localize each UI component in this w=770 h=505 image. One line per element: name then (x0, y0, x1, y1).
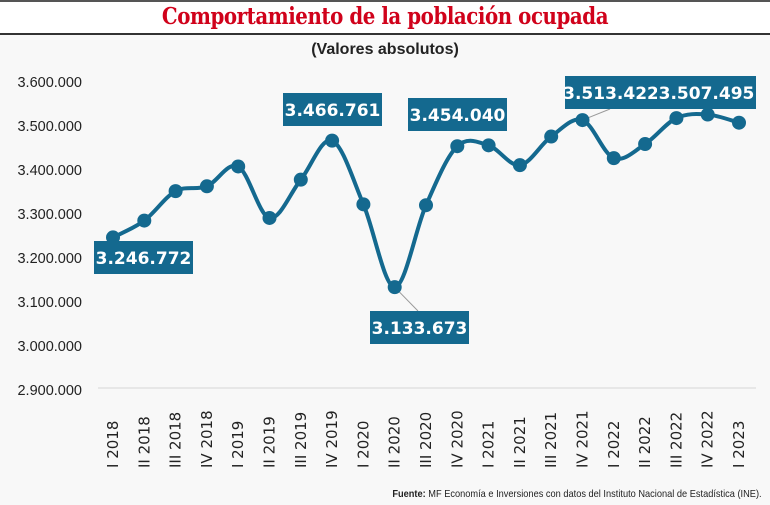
annotation-box (565, 76, 657, 109)
x-tick-label: IV 2022 (699, 410, 717, 468)
source-note: Fuente: MF Economía e Inversiones con da… (393, 488, 762, 500)
y-tick-label: 2.900.000 (17, 383, 82, 399)
data-point-iii-2022 (669, 111, 684, 126)
annotation-box (283, 93, 382, 126)
data-annotations: 3.246.772 3.466.761 3.133.673 3.454.040 3.51… (94, 76, 756, 344)
annotation-box (94, 241, 193, 274)
x-tick-label: IV 2019 (323, 410, 341, 468)
data-point-i-2020 (356, 197, 371, 212)
annotation-text: 3.507.495 (659, 84, 755, 104)
source-label: Fuente: (392, 488, 427, 500)
data-point-iv-2022 (700, 107, 715, 122)
chart-subtitle: (Valores absolutos) (311, 41, 459, 58)
x-tick-label: I 2019 (229, 421, 247, 468)
data-point-iv-2018 (199, 179, 214, 194)
x-tick-label: I 2020 (354, 421, 372, 468)
data-point-i-2022 (606, 151, 621, 166)
annotation-3246772: 3.246.772 (94, 241, 193, 274)
data-point-iv-2021 (575, 113, 590, 128)
data-point-i-2019 (231, 159, 246, 174)
annotation-text: 3.246.772 (96, 249, 192, 269)
data-point-i-2018 (106, 230, 120, 245)
x-tick-label: III 2019 (292, 412, 310, 468)
annotation-box (370, 311, 469, 344)
x-tick-label: I 2018 (104, 421, 122, 468)
x-tick-label: III 2021 (542, 412, 560, 468)
data-point-iii-2021 (544, 129, 559, 144)
x-tick-label: III 2022 (667, 412, 685, 468)
data-point-iii-2019 (293, 172, 308, 187)
annotation-box (408, 98, 507, 131)
data-point-i-2023 (732, 115, 746, 130)
x-tick-label: III 2018 (167, 412, 185, 468)
annotation-3133673: 3.133.673 (370, 311, 469, 344)
data-point-ii-2021 (512, 158, 527, 173)
x-tick-label: II 2022 (636, 416, 654, 468)
y-tick-label: 3.000.000 (17, 339, 82, 355)
y-tick-label: 3.300.000 (17, 207, 82, 223)
data-point-ii-2019 (262, 210, 277, 225)
x-tick-label: IV 2018 (198, 410, 216, 468)
annotation-text: 3.133.673 (372, 319, 468, 339)
annotation-3454040: 3.454.040 (408, 98, 507, 131)
annotation-3507495: 3.507.495 (657, 76, 756, 109)
top-rule (0, 0, 770, 2)
x-tick-label: IV 2021 (574, 410, 592, 468)
y-axis: 2.900.000 3.000.000 3.100.000 3.200.000 3.30… (17, 75, 82, 399)
x-tick-label: I 2022 (605, 421, 623, 468)
source-text: MF Economía e Inversiones con datos del … (428, 488, 762, 500)
x-tick-label: I 2021 (480, 421, 498, 468)
x-tick-label: II 2020 (386, 416, 404, 468)
x-axis: I 2018 II 2018 III 2018 IV 2018 I 2019 II 201… (98, 387, 756, 468)
annotation-3466761: 3.466.761 (283, 93, 382, 126)
y-tick-label: 3.100.000 (17, 295, 82, 311)
data-point-i-2021 (481, 138, 496, 153)
annotation-box (657, 76, 756, 109)
annotation-text: 3.466.761 (285, 101, 381, 121)
data-point-iv-2020 (450, 139, 465, 154)
y-tick-label: 3.200.000 (17, 251, 82, 267)
data-point-iv-2019 (325, 133, 340, 148)
x-tick-label: IV 2020 (448, 410, 466, 468)
annotation-3513422: 3.513.422 (563, 76, 659, 109)
x-tick-label: II 2021 (511, 416, 529, 468)
chart-title: Comportamiento de la población ocupada (161, 3, 609, 30)
x-tick-label: III 2020 (417, 412, 435, 468)
x-tick-label: I 2023 (730, 421, 748, 468)
x-tick-label: II 2019 (261, 416, 279, 468)
series-line (111, 112, 741, 290)
y-tick-label: 3.600.000 (17, 75, 82, 91)
annotation-text: 3.454.040 (410, 106, 506, 126)
header-rule (0, 33, 770, 35)
annotation-text: 3.513.422 (563, 84, 659, 104)
data-point-iii-2018 (168, 184, 183, 199)
y-tick-label: 3.400.000 (17, 163, 82, 179)
data-point-ii-2022 (638, 137, 653, 152)
series-population (106, 107, 746, 295)
data-point-iii-2020 (419, 198, 433, 213)
data-point-ii-2020 (387, 280, 402, 295)
header-band (0, 2, 770, 33)
y-tick-label: 3.500.000 (17, 119, 82, 135)
x-tick-label: II 2018 (135, 416, 153, 468)
data-point-ii-2018 (137, 213, 152, 228)
